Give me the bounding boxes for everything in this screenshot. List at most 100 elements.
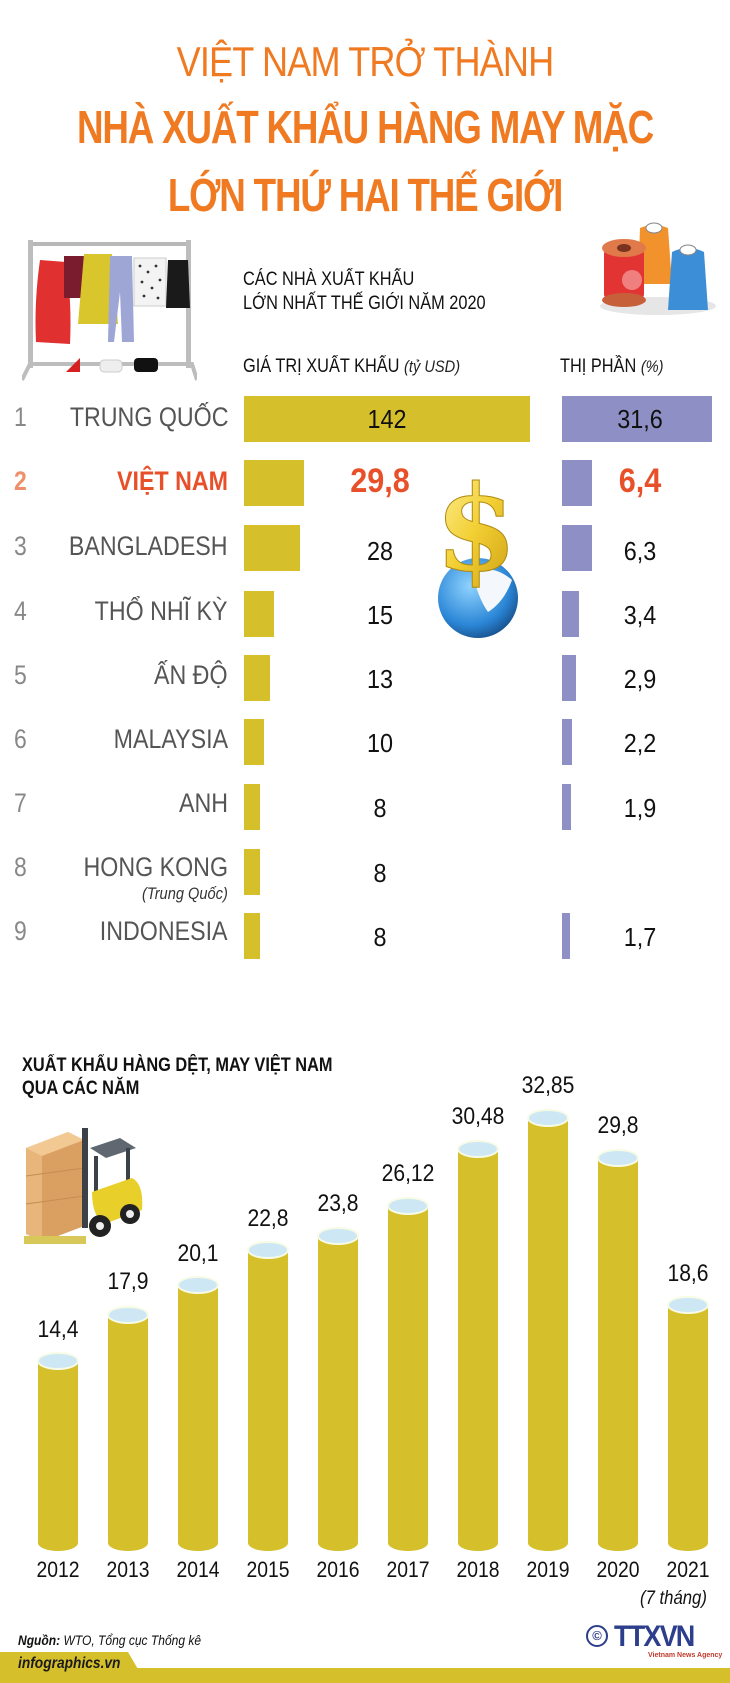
year-bar-2018 <box>457 1140 499 1551</box>
export-value: 8 <box>373 922 387 952</box>
year-value: 17,9 <box>107 1268 149 1295</box>
forklift-icon <box>24 1128 143 1244</box>
rank-number: 2 <box>14 466 27 496</box>
svg-text:$: $ <box>435 459 517 598</box>
export-header-unit: (tỷ USD) <box>404 357 461 376</box>
year-label: 2013 <box>106 1557 150 1582</box>
site-link[interactable]: infographics.vn <box>18 1655 121 1672</box>
source-note: Nguồn: WTO, Tổng cục Thống kê <box>18 1632 201 1648</box>
year-bar-2014 <box>177 1276 219 1551</box>
rank-number: 1 <box>14 402 27 432</box>
year-label: 2012 <box>36 1557 80 1582</box>
year-bar-2020 <box>597 1149 639 1551</box>
country-name: ẤN ĐỘ <box>154 660 228 690</box>
year-value: 23,8 <box>317 1190 359 1217</box>
export-bar <box>244 913 260 959</box>
year-label: 2016 <box>316 1557 360 1582</box>
export-bar <box>244 784 260 830</box>
dollar-globe-icon: $ <box>434 459 518 638</box>
year-bar-2019 <box>527 1109 569 1551</box>
share-value: 1,7 <box>623 922 657 952</box>
year-value: 32,85 <box>521 1072 575 1099</box>
export-value: 10 <box>366 728 394 758</box>
footer-band <box>0 1668 730 1683</box>
export-bar <box>244 719 264 765</box>
cylinder-cap <box>457 1140 499 1158</box>
ranking-subtitle-line1: CÁC NHÀ XUẤT KHẨU <box>243 269 415 290</box>
year-value: 18,6 <box>667 1260 709 1287</box>
export-value-header: GIÁ TRỊ XUẤT KHẨU (tỷ USD) <box>243 356 460 378</box>
rank-number: 9 <box>14 916 27 946</box>
country-name: MALAYSIA <box>113 724 228 754</box>
export-bar <box>244 655 270 701</box>
cylinder-cap <box>177 1276 219 1294</box>
rank-number: 3 <box>14 531 27 561</box>
country-note: (Trung Quốc) <box>142 884 228 903</box>
share-value: 3,4 <box>623 600 657 630</box>
year-bar-2021 <box>667 1296 709 1551</box>
share-bar <box>562 655 576 701</box>
year-label: 2018 <box>456 1557 500 1582</box>
agency-subtitle: Vietnam News Agency <box>648 1652 723 1659</box>
share-value: 6,3 <box>623 536 657 566</box>
title-line-1: VIỆT NAM TRỞ THÀNH <box>176 38 555 85</box>
cylinder-cap <box>317 1227 359 1245</box>
cylinder-cap <box>107 1306 149 1324</box>
year-note: (7 tháng) <box>640 1588 707 1609</box>
export-value: 142 <box>367 404 407 434</box>
share-bar <box>562 719 572 765</box>
export-value: 8 <box>373 858 387 888</box>
year-bar-2012 <box>37 1352 79 1551</box>
share-bar <box>562 525 592 571</box>
year-value: 20,1 <box>177 1240 219 1267</box>
share-value-highlight: 6,4 <box>618 462 662 500</box>
share-header-label: THỊ PHẦN <box>560 356 637 377</box>
cylinder-cap <box>247 1241 289 1259</box>
year-value: 30,48 <box>451 1103 505 1130</box>
export-value: 15 <box>366 600 394 630</box>
year-label: 2019 <box>526 1557 570 1582</box>
country-name: THỔ NHĨ KỲ <box>95 596 228 626</box>
share-header-unit: (%) <box>640 357 664 376</box>
rank-number: 7 <box>14 788 27 818</box>
country-name: TRUNG QUỐC <box>69 402 228 432</box>
year-label: 2014 <box>176 1557 220 1582</box>
rank-number: 8 <box>14 852 27 882</box>
country-name: BANGLADESH <box>69 531 228 561</box>
title-line-3: LỚN THỨ HAI THẾ GIỚI <box>167 169 564 221</box>
share-value: 1,9 <box>623 793 657 823</box>
yearly-chart-title: XUẤT KHẨU HÀNG DỆT, MAY VIỆT NAM QUA CÁC… <box>22 1054 332 1100</box>
export-bar <box>244 525 300 571</box>
country-name: INDONESIA <box>100 916 228 946</box>
export-bar <box>244 460 304 506</box>
rank-number: 5 <box>14 660 27 690</box>
year-bar-2015 <box>247 1241 289 1551</box>
export-value: 13 <box>366 664 394 694</box>
copyright-icon: © <box>586 1625 608 1647</box>
year-value: 29,8 <box>597 1112 639 1139</box>
cylinder-cap <box>37 1352 79 1370</box>
share-value: 2,9 <box>623 664 657 694</box>
year-bar-2016 <box>317 1227 359 1551</box>
country-name-highlight: VIỆT NAM <box>117 466 228 496</box>
year-value: 14,4 <box>37 1316 79 1343</box>
year-value: 26,12 <box>381 1160 435 1187</box>
source-label: Nguồn: <box>18 1632 61 1648</box>
clothes-rack-icon <box>22 240 197 381</box>
thread-spools-icon <box>600 222 716 315</box>
year-bar-2013 <box>107 1306 149 1551</box>
export-bar <box>244 591 274 637</box>
year-label: 2015 <box>246 1557 290 1582</box>
year-value: 22,8 <box>247 1205 289 1232</box>
title-line-2: NHÀ XUẤT KHẨU HÀNG MAY MẶC <box>76 101 654 153</box>
rank-number: 4 <box>14 596 27 626</box>
yearly-title-line1: XUẤT KHẨU HÀNG DỆT, MAY VIỆT NAM <box>22 1055 333 1076</box>
export-header-label: GIÁ TRỊ XUẤT KHẨU <box>243 356 400 377</box>
country-name: HONG KONG <box>83 852 228 882</box>
rank-number: 6 <box>14 724 27 754</box>
share-bar <box>562 591 579 637</box>
cylinder-cap <box>387 1197 429 1215</box>
country-name: ANH <box>178 788 228 818</box>
export-bar <box>244 396 530 442</box>
ranking-subtitle: CÁC NHÀ XUẤT KHẨU LỚN NHẤT THẾ GIỚI NĂM … <box>243 268 486 316</box>
